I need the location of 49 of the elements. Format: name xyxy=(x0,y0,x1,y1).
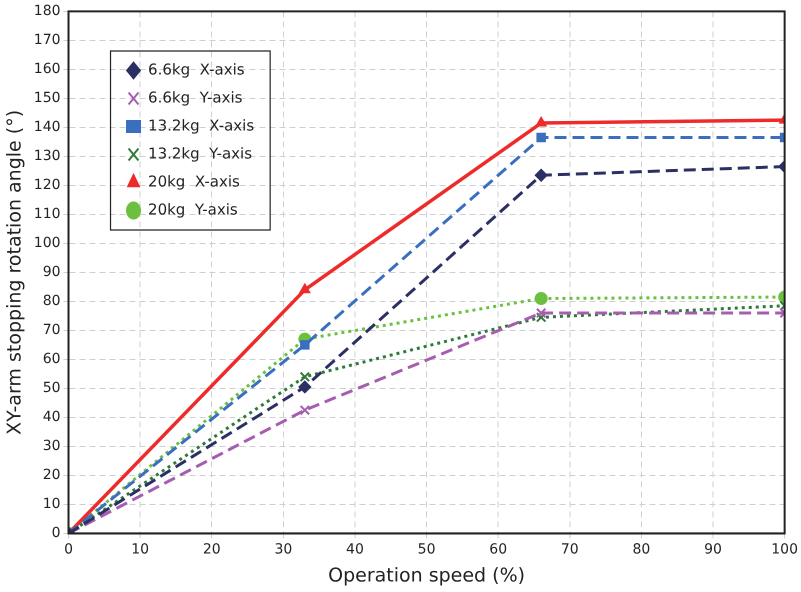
point xyxy=(535,116,547,127)
point xyxy=(300,340,310,350)
x-tick-label: 40 xyxy=(346,541,364,558)
legend-label: 6.6kg Y-axis xyxy=(148,88,243,106)
legend-label: 20kg X-axis xyxy=(148,172,240,190)
x-tick-label: 10 xyxy=(131,541,150,558)
y-tick-label: 120 xyxy=(34,177,61,194)
point xyxy=(536,308,546,318)
legend-label: 13.2kg Y-axis xyxy=(148,144,252,162)
x-tick-label: 70 xyxy=(560,541,579,558)
legend-label: 20kg Y-axis xyxy=(148,200,238,218)
point xyxy=(534,168,548,182)
y-tick-label: 0 xyxy=(52,525,61,542)
y-tick-label: 130 xyxy=(34,148,61,164)
x-tick-label: 0 xyxy=(64,541,73,558)
x-tick-label: 50 xyxy=(418,541,436,558)
y-tick-label: 100 xyxy=(34,235,61,252)
y-tick-label: 160 xyxy=(34,61,61,78)
x-tick-label: 20 xyxy=(202,541,221,558)
point xyxy=(300,372,310,382)
point xyxy=(300,404,310,416)
y-tick-label: 50 xyxy=(42,380,61,396)
x-tick-label: 30 xyxy=(274,541,292,558)
y-tick-label: 20 xyxy=(42,467,61,484)
y-tick-label: 80 xyxy=(42,293,61,310)
x-tick-label: 100 xyxy=(771,541,798,558)
y-tick-label: 60 xyxy=(42,351,61,368)
x-tick-label: 90 xyxy=(704,541,722,558)
y-tick-label: 30 xyxy=(42,438,61,454)
y-tick-label: 40 xyxy=(42,409,61,426)
y-tick-label: 180 xyxy=(34,3,61,20)
y-tick-label: 70 xyxy=(42,322,61,338)
point xyxy=(298,380,312,394)
x-tick-label: 80 xyxy=(632,541,650,558)
legend-label: 13.2kg X-axis xyxy=(148,116,254,134)
y-tick-label: 140 xyxy=(34,119,61,136)
y-tick-label: 110 xyxy=(34,206,61,222)
y-tick-label: 90 xyxy=(42,264,61,280)
point xyxy=(534,292,548,305)
point xyxy=(299,283,311,294)
y-tick-label: 10 xyxy=(42,496,61,512)
y-axis-title: XY-arm stopping rotation angle (°) xyxy=(3,110,26,435)
x-tick-label: 60 xyxy=(489,541,508,558)
y-tick-label: 170 xyxy=(34,32,61,48)
y-tick-label: 150 xyxy=(34,90,61,106)
legend-label: 6.6kg X-axis xyxy=(148,60,245,78)
point xyxy=(536,132,546,142)
x-axis-title: Operation speed (%) xyxy=(328,564,526,587)
point xyxy=(536,312,546,323)
